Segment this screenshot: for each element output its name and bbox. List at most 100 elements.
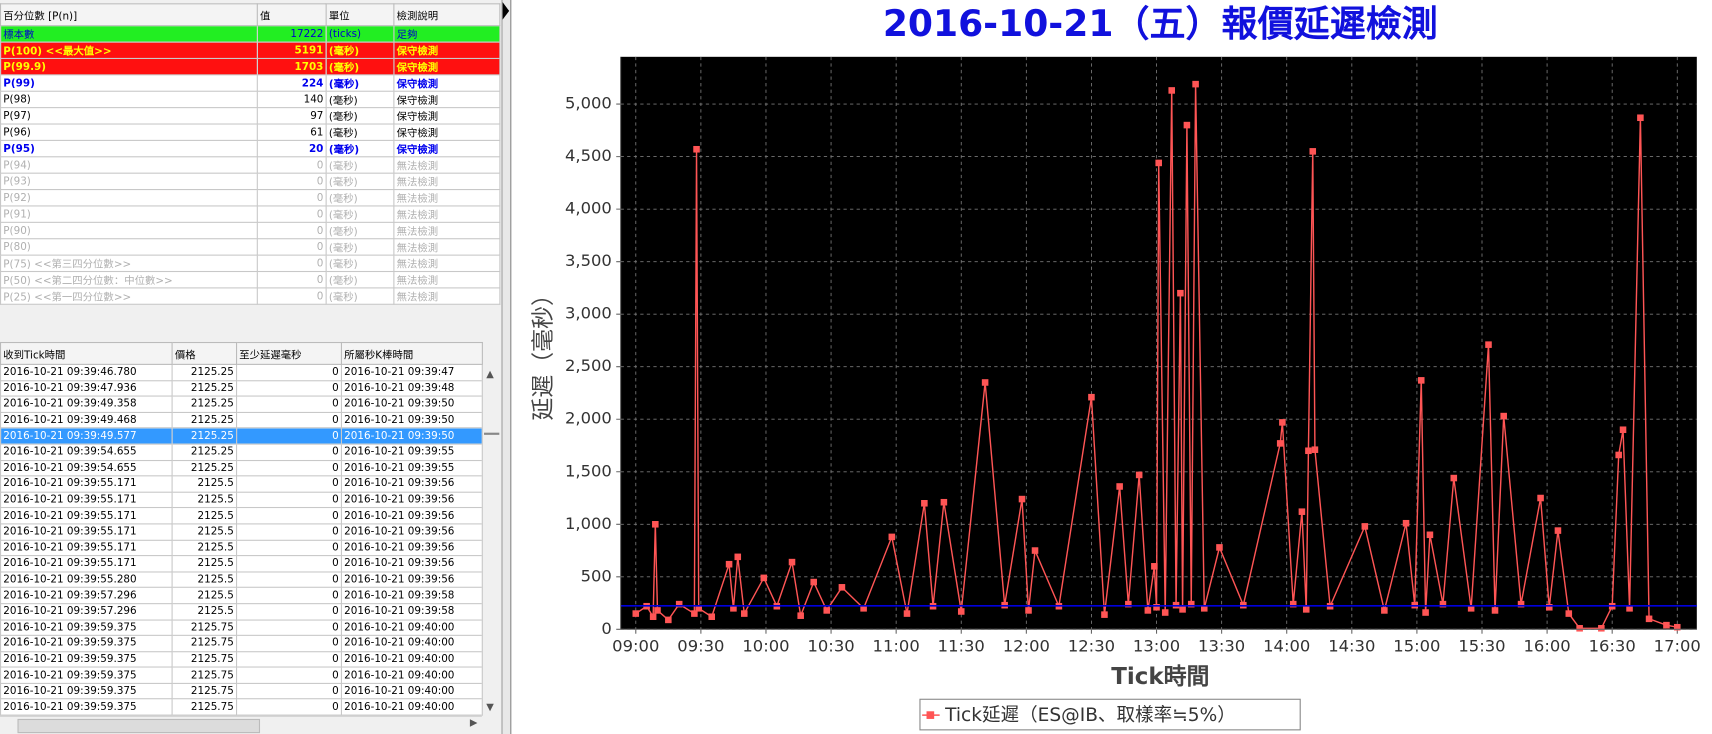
table-row[interactable]: 2016-10-21 09:39:55.171 2125.5 0 2016-10-21…	[0, 491, 483, 509]
data-point	[1311, 446, 1319, 453]
data-point	[1183, 121, 1191, 129]
data-point	[1626, 605, 1633, 612]
table-cell: 2125.25	[171, 363, 238, 381]
table-row[interactable]: 2016-10-21 09:39:55.171 2125.5 0 2016-10-21…	[0, 523, 483, 541]
table-cell: 2016-10-21 09:39:50	[340, 395, 483, 413]
x-tick-label: 12:30	[1068, 636, 1115, 655]
column-header[interactable]: 至少延遲毫秒	[236, 341, 342, 365]
table-cell: 0	[236, 411, 342, 429]
table-row[interactable]: 2016-10-21 09:39:57.296 2125.5 0 2016-10-21…	[0, 603, 483, 621]
table-cell: 0	[236, 634, 342, 652]
table-row[interactable]: 2016-10-21 09:39:59.375 2125.75 0 2016-10-2…	[0, 634, 483, 652]
y-tick-label: 3,500	[565, 251, 612, 270]
table-cell: (毫秒)	[325, 172, 395, 191]
data-point	[691, 610, 698, 617]
data-point	[740, 610, 748, 617]
data-point	[649, 613, 657, 621]
table-row[interactable]: 2016-10-21 09:39:55.280 2125.5 0 2016-10-21…	[0, 571, 483, 589]
table-cell: P(95)	[0, 139, 258, 158]
table-row[interactable]: 2016-10-21 09:39:55.171 2125.5 0 2016-10-21…	[0, 507, 483, 525]
table-row[interactable]: 2016-10-21 09:39:47.936 2125.25 0 2016-10-2…	[0, 379, 483, 397]
table-cell: 2016-10-21 09:40:00	[340, 634, 483, 652]
table-cell: P(75) <<第三四分位數>>	[0, 254, 258, 273]
column-header[interactable]: 所屬秒K棒時間	[340, 341, 483, 365]
table-row[interactable]: 2016-10-21 09:39:55.171 2125.5 0 2016-10-21…	[0, 475, 483, 493]
x-tick-label: 16:30	[1589, 636, 1636, 655]
data-point	[632, 610, 640, 617]
column-header[interactable]: 價格	[171, 341, 238, 365]
table-row: P(95) 20 (毫秒) 保守檢測	[0, 139, 501, 158]
table-cell: 無法檢測	[393, 205, 501, 223]
table-cell: 17222	[256, 25, 327, 43]
y-tick-label: 4,000	[565, 199, 612, 218]
column-header[interactable]: 收到Tick時間	[0, 341, 173, 365]
data-point	[708, 613, 716, 621]
table-cell: 保守檢測	[393, 107, 501, 125]
table-row[interactable]: 2016-10-21 09:39:55.171 2125.5 0 2016-10-21…	[0, 539, 483, 557]
column-header: 單位	[325, 3, 395, 27]
column-header: 值	[256, 3, 327, 27]
tick-table: 收到Tick時間 價格 至少延遲毫秒 所屬秒K棒時間 2016-10-21 09:39:…	[0, 341, 483, 716]
table-row[interactable]: 2016-10-21 09:39:55.171 2125.5 0 2016-10-21…	[0, 555, 483, 573]
table-row[interactable]: 2016-10-21 09:39:49.468 2125.25 0 2016-10-2…	[0, 411, 483, 429]
data-point	[1088, 393, 1095, 401]
table-row[interactable]: 2016-10-21 09:39:49.577 2125.25 0 2016-10-2…	[0, 427, 483, 445]
table-cell: 2016-10-21 09:39:59.375	[0, 666, 173, 684]
table-cell: 0	[236, 523, 342, 541]
vertical-scrollbar[interactable]: ▲ ▼	[481, 364, 501, 716]
table-row[interactable]: 2016-10-21 09:39:54.655 2125.25 0 2016-10-2…	[0, 443, 483, 461]
table-row[interactable]: 2016-10-21 09:39:46.780 2125.25 0 2016-10-2…	[0, 363, 483, 381]
table-cell: 2016-10-21 09:39:59.375	[0, 650, 173, 668]
data-point	[1598, 625, 1605, 632]
table-cell: 2125.5	[171, 507, 238, 525]
table-row[interactable]: 2016-10-21 09:39:59.375 2125.75 0 2016-10-2…	[0, 618, 483, 636]
table-cell: 2125.75	[171, 698, 238, 716]
horizontal-scrollbar[interactable]: ▶	[0, 715, 482, 734]
table-cell: 2016-10-21 09:39:55.171	[0, 539, 173, 557]
header-row: 百分位數 [P(n)] 值單位 檢測說明	[0, 3, 501, 27]
table-cell: P(93)	[0, 172, 258, 191]
data-point	[725, 560, 733, 568]
table-cell: 0	[236, 475, 342, 493]
table-cell: 保守檢測	[393, 90, 501, 109]
data-point	[1637, 114, 1644, 122]
table-row[interactable]: 2016-10-21 09:39:59.375 2125.75 0 2016-10-2…	[0, 666, 483, 684]
y-tick-label: 2,000	[565, 409, 612, 428]
data-point	[1663, 621, 1670, 629]
table-row[interactable]: 2016-10-21 09:39:59.375 2125.75 0 2016-10-2…	[0, 650, 483, 668]
table-cell: 0	[236, 395, 342, 413]
data-point	[734, 553, 742, 561]
data-point	[810, 578, 817, 586]
table-cell: 0	[256, 221, 327, 240]
table-cell: (毫秒)	[325, 41, 395, 60]
column-header: 檢測說明	[393, 3, 501, 27]
splitter[interactable]	[502, 0, 512, 734]
table-cell: (毫秒)	[325, 139, 395, 158]
table-row[interactable]: 2016-10-21 09:39:59.375 2125.75 0 2016-10-2…	[0, 682, 483, 700]
x-tick-label: 10:00	[742, 636, 789, 655]
data-point	[1417, 377, 1425, 384]
table-row[interactable]: 2016-10-21 09:39:54.655 2125.25 0 2016-10-2…	[0, 459, 483, 477]
data-point	[1279, 419, 1286, 426]
y-tick-label: 4,500	[565, 146, 612, 165]
table-row[interactable]: 2016-10-21 09:39:57.296 2125.5 0 2016-10-21…	[0, 587, 483, 605]
table-row[interactable]: 2016-10-21 09:39:59.375 2125.75 0 2016-10-2…	[0, 698, 483, 716]
table-cell: 足夠	[393, 25, 501, 43]
data-point	[1018, 495, 1026, 503]
table-cell: 無法檢測	[393, 156, 501, 174]
table-cell: (毫秒)	[325, 90, 395, 109]
table-row[interactable]: 2016-10-21 09:39:49.358 2125.25 0 2016-10-2…	[0, 395, 483, 413]
data-point	[1125, 600, 1132, 608]
table-cell: 2016-10-21 09:39:56	[340, 491, 483, 509]
table-cell: 0	[236, 603, 342, 621]
data-point	[730, 605, 737, 612]
table-cell: 0	[236, 491, 342, 509]
table-cell: 2016-10-21 09:39:50	[340, 411, 483, 429]
table-cell: (毫秒)	[325, 205, 395, 223]
table-cell: 2125.5	[171, 603, 238, 621]
data-point	[838, 584, 846, 591]
table-cell: 2125.75	[171, 650, 238, 668]
table-cell: P(99.9)	[0, 57, 258, 76]
table-cell: 2016-10-21 09:39:57.296	[0, 587, 173, 605]
table-row: P(75) <<第三四分位數>> 0 (毫秒) 無法檢測	[0, 254, 501, 273]
